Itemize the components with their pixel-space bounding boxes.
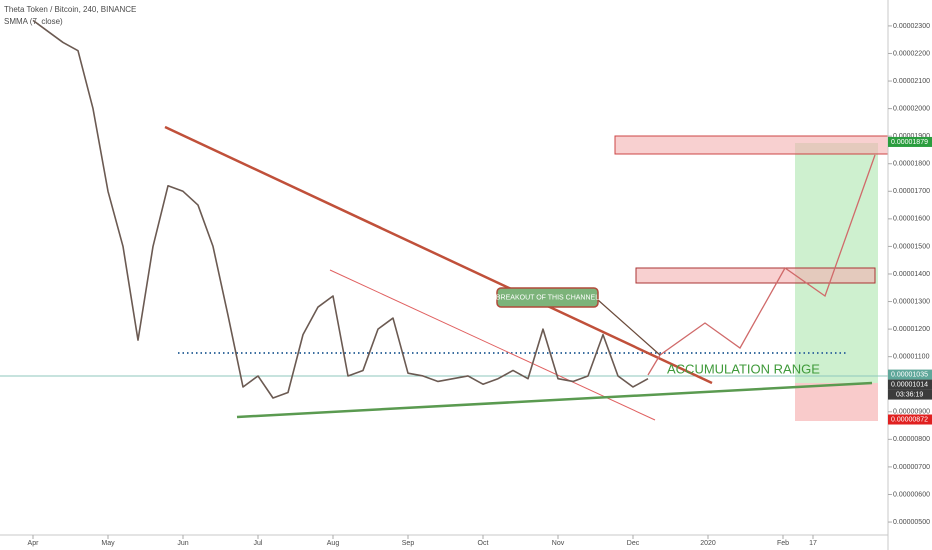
y-tick-label: 0.00001300 [893,298,930,305]
y-tick-label: 0.00001900 [893,133,930,140]
price-tag [888,369,932,380]
countdown-tag [888,389,932,400]
y-tick-label: 0.00000900 [893,409,930,416]
callout-text: BREAKOUT OF THIS CHANNEL [496,294,599,301]
x-tick-label: Jun [177,540,188,547]
price-tag [888,136,932,147]
y-tick-label: 0.00002200 [893,50,930,57]
y-tick-label: 0.00000700 [893,464,930,471]
y-tick-label: 0.00001500 [893,243,930,250]
x-tick-label: May [101,540,115,547]
y-tick-label: 0.00001700 [893,188,930,195]
x-tick-label: Apr [28,540,40,547]
price-tag-label: 0.00001879 [891,139,928,146]
price-tag [888,379,932,390]
x-tick-label: Dec [627,540,640,547]
x-tick-label: Oct [478,540,489,547]
resistance-zone [635,267,876,284]
price-tag-label: 0.00001035 [891,371,928,378]
callout-pointer [597,299,661,356]
y-tick-label: 0.00001800 [893,161,930,168]
x-tick-label: 17 [809,540,817,547]
y-tick-label: 0.00001100 [893,354,930,361]
y-tick-label: 0.00001600 [893,216,930,223]
trendline-thin [329,269,656,421]
countdown-label: 03:36:19 [896,391,923,398]
y-tick-label: 0.00001200 [893,326,930,333]
x-tick-label: 2020 [700,540,716,547]
trendline [164,125,713,385]
y-tick-label: 0.00000800 [893,436,930,443]
stop-zone [795,383,878,421]
annotation-text: ACCUMULATION RANGE [667,361,820,376]
price-line [32,19,649,399]
y-tick-label: 0.00001400 [893,271,930,278]
x-tick-label: Feb [777,540,789,547]
callout-box [496,287,599,308]
x-tick-label: Aug [327,540,340,547]
x-tick-label: Nov [552,540,565,547]
y-tick-label: 0.00002000 [893,105,930,112]
resistance-zone [614,135,889,155]
price-tag-label: 0.00000872 [891,416,928,423]
y-tick-label: 0.00002100 [893,78,930,85]
y-tick-label: 0.00000600 [893,491,930,498]
price-tag-label: 0.00001014 [891,381,928,388]
chart-title: Theta Token / Bitcoin, 240, BINANCE [4,5,136,14]
y-tick-label: 0.00002300 [893,23,930,30]
x-tick-label: Sep [402,540,415,547]
y-tick-label: 0.00000500 [893,519,930,526]
x-tick-label: Jul [254,540,263,547]
price-tag [888,414,932,425]
support-line [236,381,873,419]
